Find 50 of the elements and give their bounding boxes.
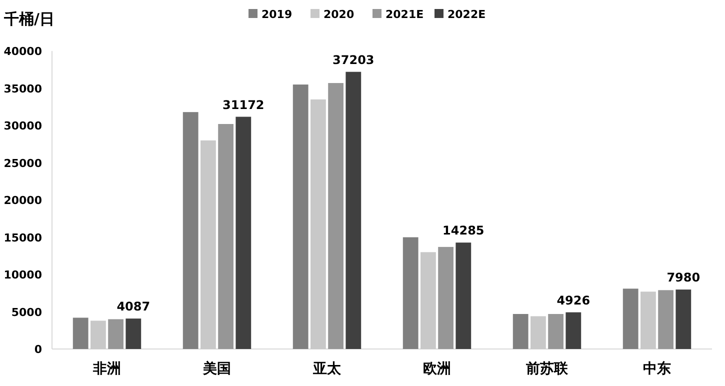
bar [182,112,198,349]
bar [310,99,326,349]
bar [566,312,582,349]
data-label: 4087 [116,300,150,314]
bar [456,242,472,349]
bar [420,252,436,349]
y-tick-label: 30000 [4,120,42,132]
bar [530,316,546,349]
bar [402,237,418,349]
data-label: 14285 [442,224,484,238]
x-tick-label: 亚太 [312,361,342,377]
bar [328,83,344,349]
data-label: 4926 [556,293,590,308]
y-tick-label: 10000 [4,268,42,282]
legend-label: 2022E [448,8,486,21]
bar [200,140,216,349]
bar [108,319,124,349]
y-tick-label: 25000 [4,156,42,170]
bar [622,288,638,349]
bar [236,116,252,349]
y-tick-label: 20000 [4,194,42,207]
bar [126,318,142,349]
bar [640,292,656,349]
bar [658,290,674,349]
data-label: 7980 [666,270,700,285]
x-tick-label: 美国 [202,360,231,377]
y-tick-label: 40000 [4,45,42,58]
y-axis-title: 千桶/日 [3,10,54,28]
y-tick-label: 35000 [4,82,42,96]
bar [438,246,454,349]
x-tick-label: 中东 [643,360,671,377]
data-label: 37203 [332,52,374,67]
bar [512,314,528,349]
legend-label: 2020 [324,8,354,21]
bar [72,318,88,349]
bar [218,124,234,349]
legend-label: 2021E [386,8,424,21]
bar [346,72,362,349]
x-tick-label: 非洲 [92,361,121,377]
data-label: 31172 [222,98,264,112]
bar [90,320,106,349]
y-tick-label: 15000 [4,231,42,244]
x-tick-label: 前苏联 [525,361,569,377]
legend-label: 2019 [262,8,292,21]
y-tick-label: 5000 [11,306,42,319]
y-tick-label: 0 [34,343,42,356]
bar [292,84,308,349]
bar [548,314,564,349]
x-tick-label: 欧洲 [423,361,451,377]
bar [676,290,692,349]
